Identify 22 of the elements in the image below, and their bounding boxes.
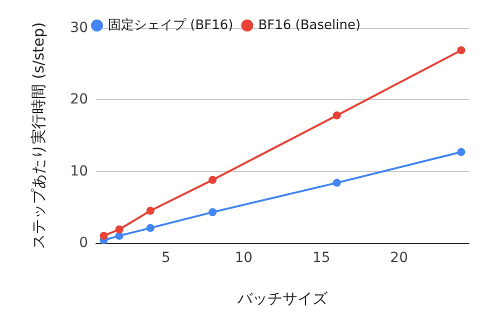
y-tick-label: 30: [70, 20, 88, 36]
point: [332, 111, 341, 120]
x-axis-title: バッチサイズ: [236, 290, 328, 308]
point: [208, 208, 217, 216]
y-tick-label: 10: [70, 163, 88, 180]
point: [332, 178, 341, 187]
x-tick-label: 5: [161, 250, 170, 266]
point: [146, 224, 154, 232]
legend-label: BF16 (Baseline): [258, 18, 361, 33]
legend-label: 固定シェイプ (BF16): [108, 18, 234, 33]
point: [457, 148, 466, 156]
y-tick-label: 20: [70, 92, 88, 108]
point: [100, 232, 108, 240]
point: [115, 225, 124, 234]
point: [146, 206, 154, 215]
x-tick-label: 10: [234, 250, 253, 266]
y-tick-label: 0: [79, 235, 88, 251]
y-axis-title: ステップあたり実行時間 (s/step): [30, 22, 48, 249]
point: [457, 46, 466, 54]
x-tick-label: 20: [390, 250, 408, 266]
point: [208, 176, 217, 184]
x-tick-label: 15: [312, 250, 330, 266]
